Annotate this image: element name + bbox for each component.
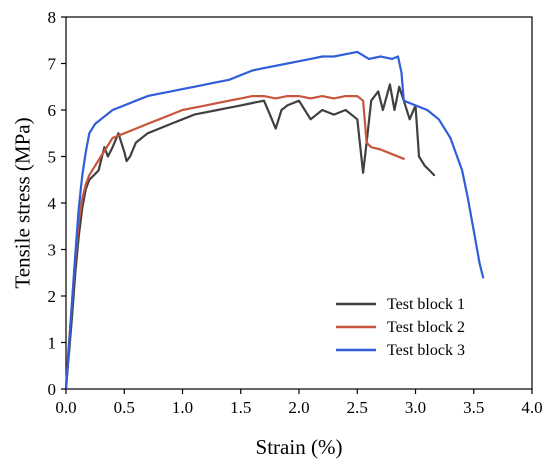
y-tick-label: 6 — [48, 101, 57, 120]
y-tick-label: 1 — [48, 334, 57, 353]
y-tick-label: 0 — [48, 380, 57, 399]
axes: 0.0 0.5 1.0 1.5 2.0 2.5 3.0 3.5 4.0 0 1 2 3 4 5 6 7 8 — [48, 8, 543, 417]
x-tick-label: 0.5 — [114, 398, 135, 417]
x-tick-label: 0.0 — [55, 398, 76, 417]
legend-label: Test block 2 — [387, 319, 465, 336]
x-axis-title: Strain (%) — [256, 435, 343, 459]
legend-label: Test block 3 — [387, 342, 465, 359]
y-tick-label: 4 — [48, 194, 57, 213]
legend-label: Test block 1 — [387, 296, 465, 313]
y-tick-label: 2 — [48, 287, 57, 306]
x-tick-label: 2.0 — [288, 398, 309, 417]
series-line-test-block-3 — [64, 50, 485, 391]
legend: Test block 1 Test block 2 Test block 3 — [336, 296, 465, 359]
y-tick-label: 3 — [48, 241, 57, 260]
y-axis-title: Tensile stress (MPa) — [10, 117, 34, 288]
x-tick-label: 3.5 — [463, 398, 484, 417]
series-line-test-block-2 — [64, 95, 405, 391]
x-tick-label: 2.5 — [347, 398, 368, 417]
x-tick-label: 4.0 — [521, 398, 542, 417]
x-tick-label: 1.5 — [230, 398, 251, 417]
y-tick-label: 7 — [48, 55, 57, 74]
x-tick-label: 3.0 — [405, 398, 426, 417]
y-tick-label: 5 — [48, 148, 57, 167]
x-tick-label: 1.0 — [172, 398, 193, 417]
series-lines — [64, 50, 485, 391]
series-line-test-block-1 — [64, 83, 436, 391]
y-tick-label: 8 — [48, 8, 57, 27]
